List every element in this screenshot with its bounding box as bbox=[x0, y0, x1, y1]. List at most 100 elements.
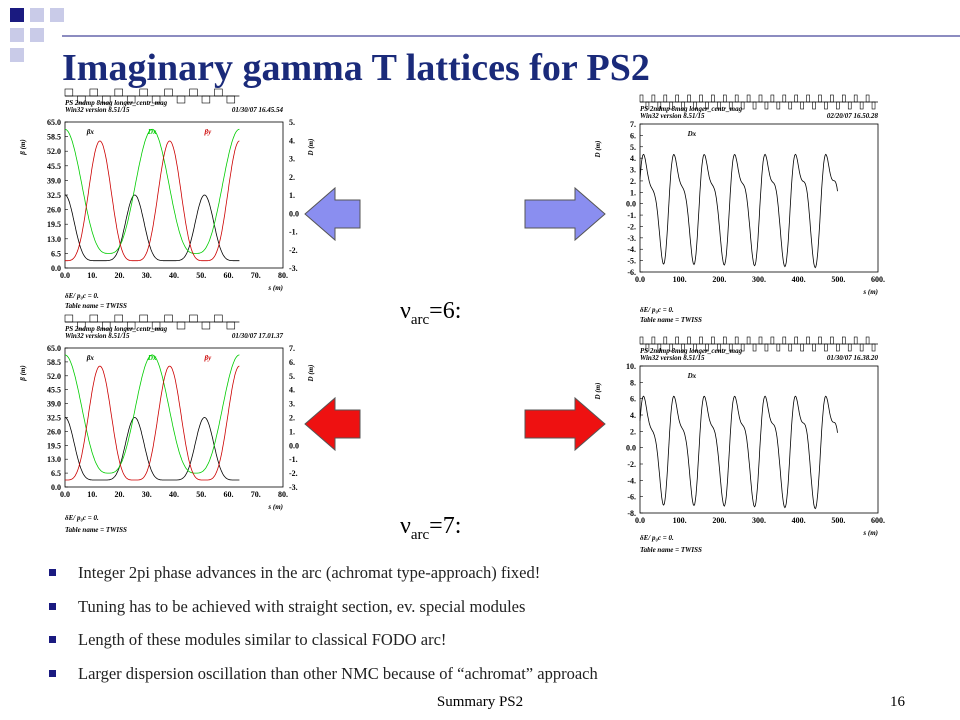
lattice-element bbox=[841, 94, 846, 103]
x-tick-label: 0.0 bbox=[635, 275, 645, 284]
lattice-element bbox=[806, 336, 810, 345]
lattice-element bbox=[859, 101, 864, 110]
lattice-element bbox=[201, 321, 211, 330]
footer-text: Summary PS2 bbox=[437, 694, 523, 710]
lattice-element bbox=[818, 94, 822, 103]
curve bbox=[65, 140, 240, 262]
legend-entry: βx bbox=[86, 354, 95, 362]
plot-footer: Table name = TWISS bbox=[640, 546, 702, 554]
lattice-element bbox=[114, 88, 123, 97]
x-tick-label: 400. bbox=[792, 275, 806, 284]
y2-axis-label: D (m) bbox=[307, 365, 315, 383]
plot-header: Win32 version 8.51/15 bbox=[65, 106, 130, 114]
x-tick-label: 400. bbox=[792, 516, 806, 525]
lattice-element bbox=[734, 336, 739, 345]
y2-tick-label: 1. bbox=[289, 427, 295, 436]
lattice-element bbox=[830, 336, 834, 345]
y2-tick-label: 4. bbox=[289, 136, 295, 145]
lattice-element bbox=[770, 94, 775, 103]
curve bbox=[639, 153, 838, 269]
lattice-element bbox=[717, 101, 721, 110]
y2-tick-label: 0.0 bbox=[289, 441, 299, 450]
lattice-element bbox=[64, 314, 74, 323]
lattice-element bbox=[214, 314, 223, 323]
x-tick-label: 300. bbox=[752, 275, 766, 284]
lattice-element bbox=[681, 101, 685, 110]
lattice-element bbox=[675, 336, 679, 345]
x-tick-label: 0.0 bbox=[635, 516, 645, 525]
y2-tick-label: -3. bbox=[289, 264, 298, 273]
y-tick-label: 4. bbox=[630, 154, 636, 163]
x-tick-label: 100. bbox=[673, 275, 687, 284]
x-tick-label: 200. bbox=[712, 516, 726, 525]
y2-tick-label: -1. bbox=[289, 228, 298, 237]
lattice-element bbox=[176, 95, 186, 104]
lattice-element bbox=[102, 321, 111, 330]
lattice-element bbox=[705, 101, 709, 110]
lattice-element bbox=[102, 95, 111, 104]
x-tick-label: 50. bbox=[196, 490, 206, 499]
lattice-element bbox=[728, 101, 733, 110]
y2-tick-label: 6. bbox=[289, 358, 295, 367]
lattice-element bbox=[824, 343, 828, 352]
lattice-element bbox=[699, 94, 703, 103]
lattice-element bbox=[746, 94, 751, 103]
plot-footer: δE/ p₀c = 0. bbox=[65, 292, 99, 300]
y-tick-label: 6. bbox=[630, 131, 636, 140]
x-tick-label: 40. bbox=[169, 490, 179, 499]
y-tick-label: 13.0 bbox=[47, 235, 61, 244]
lattice-element bbox=[800, 101, 804, 110]
curve bbox=[639, 395, 838, 510]
y-tick-label: 39.0 bbox=[47, 176, 61, 185]
lattice-element bbox=[639, 336, 644, 345]
lattice-element bbox=[841, 336, 846, 345]
nu-label: νarc=7: bbox=[400, 513, 461, 543]
lattice-element bbox=[669, 101, 674, 110]
y-tick-label: 6.5 bbox=[51, 249, 61, 258]
x-tick-label: 200. bbox=[712, 275, 726, 284]
plot-header: Win32 version 8.51/15 bbox=[65, 332, 130, 340]
lattice-element bbox=[693, 343, 697, 352]
lattice-element bbox=[657, 101, 662, 110]
lattice-element bbox=[871, 343, 876, 352]
lattice-element bbox=[89, 314, 98, 323]
y2-tick-label: 5. bbox=[289, 372, 295, 381]
x-axis-label: s (m) bbox=[862, 529, 878, 537]
lattice-element bbox=[693, 101, 697, 110]
x-tick-label: 20. bbox=[115, 271, 125, 280]
x-tick-label: 60. bbox=[224, 490, 234, 499]
arrows bbox=[304, 186, 606, 452]
bullet-text: Larger dispersion oscillation than other… bbox=[78, 664, 598, 683]
lattice-element bbox=[800, 343, 804, 352]
y-tick-label: 0.0 bbox=[51, 483, 61, 492]
lattice-element bbox=[214, 88, 223, 97]
x-axis-label: s (m) bbox=[862, 288, 878, 296]
y-tick-label: -3. bbox=[627, 234, 636, 243]
nu-label: νarc=6: bbox=[400, 298, 461, 328]
lattice-element bbox=[201, 95, 211, 104]
lattice-element bbox=[705, 343, 709, 352]
y-tick-label: 2. bbox=[630, 427, 636, 436]
x-tick-label: 70. bbox=[251, 490, 261, 499]
bullet-marker bbox=[49, 670, 56, 677]
legend-entry: βy bbox=[204, 354, 213, 362]
x-tick-label: 500. bbox=[831, 516, 845, 525]
lattice-element bbox=[752, 343, 757, 352]
y-tick-label: -6. bbox=[627, 493, 636, 502]
lattice-element bbox=[758, 336, 763, 345]
y-tick-label: 7. bbox=[630, 120, 636, 129]
lattice-element bbox=[752, 101, 757, 110]
y-tick-label: 45.5 bbox=[47, 386, 61, 395]
lattice-element bbox=[740, 101, 745, 110]
legend-entry: Dx bbox=[147, 128, 157, 136]
plot-header: PS 2ndmp 8mag longer_centr_mag bbox=[640, 105, 743, 113]
x-tick-label: 600. bbox=[871, 516, 885, 525]
lattice-element bbox=[853, 94, 858, 103]
y2-tick-label: -1. bbox=[289, 455, 298, 464]
lattice-element bbox=[818, 336, 822, 345]
y2-tick-label: -2. bbox=[289, 469, 298, 478]
